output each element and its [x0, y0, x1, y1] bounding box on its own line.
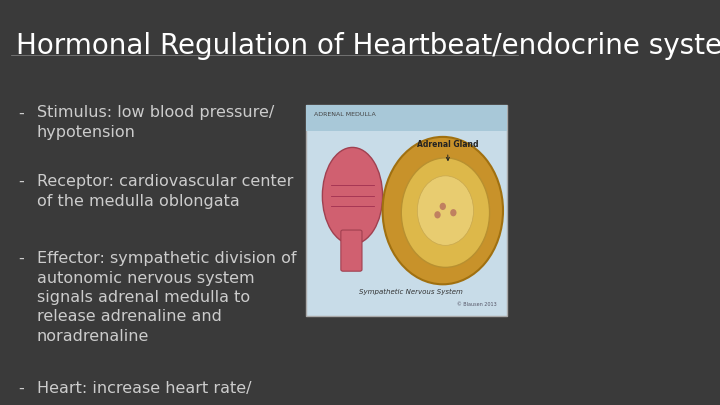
Text: autonomic nervous system: autonomic nervous system: [37, 271, 255, 286]
Text: noradrenaline: noradrenaline: [37, 329, 149, 344]
Text: Sympathetic Nervous System: Sympathetic Nervous System: [359, 289, 463, 295]
Text: signals adrenal medulla to: signals adrenal medulla to: [37, 290, 250, 305]
Text: © Blausen 2013: © Blausen 2013: [457, 303, 497, 307]
Text: of the medulla oblongata: of the medulla oblongata: [37, 194, 240, 209]
Ellipse shape: [450, 209, 456, 216]
Text: ADRENAL MEDULLA: ADRENAL MEDULLA: [315, 112, 376, 117]
Text: -: -: [19, 381, 24, 396]
Text: Hormonal Regulation of Heartbeat/endocrine system: Hormonal Regulation of Heartbeat/endocri…: [16, 32, 720, 60]
Text: -: -: [19, 174, 24, 189]
Ellipse shape: [434, 211, 441, 218]
Ellipse shape: [440, 203, 446, 210]
FancyBboxPatch shape: [341, 230, 362, 271]
Text: -: -: [19, 251, 24, 266]
Text: hypotension: hypotension: [37, 125, 136, 140]
Text: Stimulus: low blood pressure/: Stimulus: low blood pressure/: [37, 105, 274, 120]
Ellipse shape: [382, 137, 503, 284]
Text: Effector: sympathetic division of: Effector: sympathetic division of: [37, 251, 297, 266]
Text: Heart: increase heart rate/: Heart: increase heart rate/: [37, 381, 251, 396]
Ellipse shape: [401, 158, 490, 267]
Text: Receptor: cardiovascular center: Receptor: cardiovascular center: [37, 174, 293, 189]
FancyBboxPatch shape: [306, 105, 507, 316]
Text: release adrenaline and: release adrenaline and: [37, 309, 222, 324]
FancyBboxPatch shape: [306, 105, 507, 130]
Ellipse shape: [323, 147, 382, 244]
Text: -: -: [19, 105, 24, 120]
Text: Adrenal Gland: Adrenal Gland: [417, 141, 478, 160]
Ellipse shape: [418, 176, 474, 245]
